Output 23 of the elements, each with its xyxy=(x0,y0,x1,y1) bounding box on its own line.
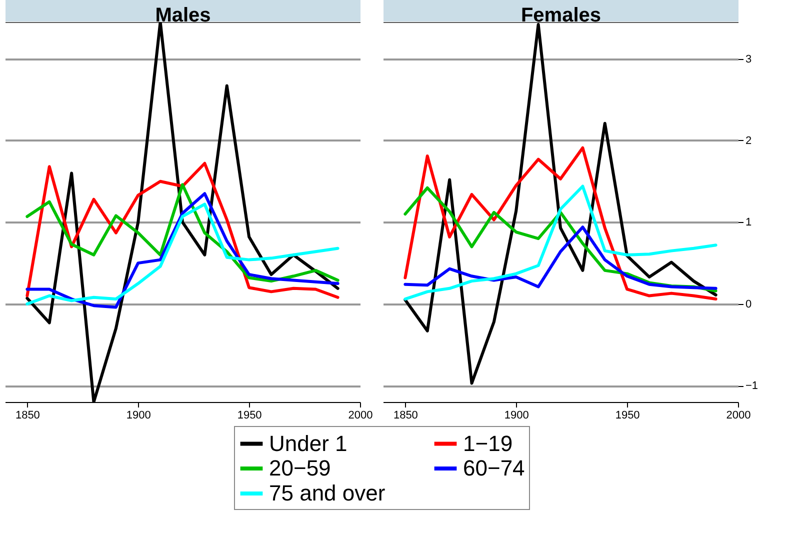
x-tick-label: 1950 xyxy=(615,410,640,422)
x-tick-label: 1950 xyxy=(237,410,262,422)
line-series xyxy=(404,22,718,385)
y-tick-label: 0 xyxy=(746,298,752,310)
legend-label: Under 1 xyxy=(269,430,348,456)
line-series xyxy=(404,226,718,290)
y-tick-label: 3 xyxy=(746,53,752,66)
x-tick-label: 2000 xyxy=(348,410,373,422)
x-tick-label: 1850 xyxy=(15,410,40,422)
line-series xyxy=(404,146,718,301)
chart-title: Males xyxy=(155,4,211,26)
legend-label: 75 and over xyxy=(269,480,386,506)
x-tick-label: 1900 xyxy=(504,410,529,422)
chart-title: Females xyxy=(520,4,602,26)
legend-label: 60−74 xyxy=(463,456,525,480)
legend-label: 20−59 xyxy=(269,456,331,480)
y-tick-label: 1 xyxy=(746,216,752,229)
legend-label: 1−19 xyxy=(463,430,513,456)
y-tick-label: −1 xyxy=(746,380,758,392)
x-tick-label: 1850 xyxy=(393,410,418,422)
y-tick-label: 2 xyxy=(746,134,752,147)
x-tick-label: 2000 xyxy=(726,410,751,422)
x-tick-label: 1900 xyxy=(126,410,151,422)
